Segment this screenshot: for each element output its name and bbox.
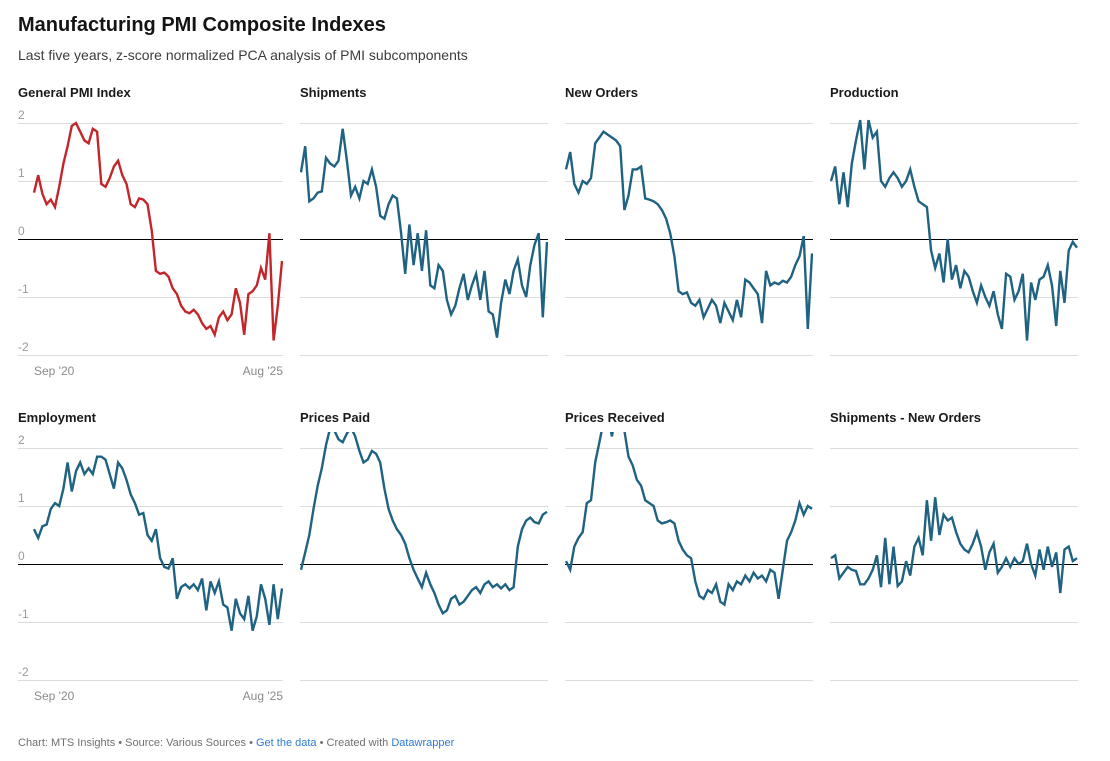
panel-chart bbox=[565, 123, 813, 356]
panel-chart bbox=[300, 432, 548, 681]
panel-title: Shipments - New Orders bbox=[830, 410, 981, 425]
y-tick-label: 0 bbox=[18, 224, 25, 238]
x-axis-row bbox=[300, 359, 548, 386]
panel-chart: 2 1 0 -1 -2 bbox=[18, 108, 283, 356]
x-axis-row bbox=[565, 359, 813, 386]
y-tick-label: 2 bbox=[18, 433, 25, 447]
line-series bbox=[300, 432, 548, 616]
page-title: Manufacturing PMI Composite Indexes bbox=[18, 14, 386, 36]
line-series bbox=[32, 121, 283, 341]
panel-chart bbox=[300, 123, 548, 356]
x-axis-row: Sep '20 Aug '25 bbox=[18, 684, 283, 711]
y-tick-label: 0 bbox=[18, 549, 25, 563]
y-tick-label: 1 bbox=[18, 491, 25, 505]
panel-prices-received: Prices Received bbox=[565, 410, 813, 711]
panel-prices-paid: Prices Paid bbox=[300, 410, 548, 711]
footer-byline: Chart: MTS Insights • Source: Various So… bbox=[18, 737, 256, 749]
y-tick-label: 1 bbox=[18, 166, 25, 180]
x-axis-label-start: Sep '20 bbox=[34, 689, 75, 703]
line-series bbox=[32, 455, 283, 632]
footer: Chart: MTS Insights • Source: Various So… bbox=[18, 737, 1094, 749]
get-the-data-link[interactable]: Get the data bbox=[255, 737, 317, 749]
panel-chart bbox=[830, 119, 1078, 356]
panel-chart bbox=[830, 448, 1078, 681]
panel-production: Production bbox=[830, 85, 1078, 386]
line-series bbox=[830, 119, 1078, 341]
x-axis-row bbox=[300, 684, 548, 711]
y-tick-label: -1 bbox=[18, 282, 29, 296]
x-axis-label-start: Sep '20 bbox=[34, 364, 75, 378]
panel-title: General PMI Index bbox=[18, 85, 131, 100]
y-tick-label: -2 bbox=[18, 340, 29, 354]
panel-shipments: Shipments bbox=[300, 85, 548, 386]
x-axis-label-end: Aug '25 bbox=[242, 364, 283, 378]
page-subtitle: Last five years, z-score normalized PCA … bbox=[18, 47, 468, 63]
line-series bbox=[300, 128, 548, 338]
line-series bbox=[565, 130, 813, 329]
panel-title: Employment bbox=[18, 410, 97, 425]
x-axis-row bbox=[830, 359, 1078, 386]
x-axis-row bbox=[565, 684, 813, 711]
x-axis-row bbox=[830, 684, 1078, 711]
panel-title: New Orders bbox=[565, 85, 638, 100]
panel-chart: 2 1 0 -1 -2 bbox=[18, 433, 283, 681]
y-tick-label: 2 bbox=[18, 108, 25, 122]
panel-title: Prices Received bbox=[565, 410, 665, 425]
line-series bbox=[830, 497, 1078, 594]
panel-title: Production bbox=[830, 85, 899, 100]
panel-chart bbox=[565, 432, 813, 681]
datawrapper-link[interactable]: Datawrapper bbox=[391, 737, 455, 749]
panel-title: Shipments bbox=[300, 85, 367, 100]
footer-created-with: • Created with bbox=[316, 737, 392, 749]
x-axis-label-end: Aug '25 bbox=[242, 689, 283, 703]
panel-title: Prices Paid bbox=[300, 410, 371, 425]
y-tick-label: -2 bbox=[18, 665, 29, 679]
panels-grid: General PMI Index 2 1 0 -1 -2 Sep '20 Aug '25 Sh… bbox=[18, 85, 1094, 711]
x-axis-row: Sep '20 Aug '25 bbox=[18, 359, 283, 386]
panel-shipments-new-orders: Shipments - New Orders bbox=[830, 410, 1078, 711]
y-tick-label: -1 bbox=[18, 607, 29, 621]
panel-general-pmi-index: General PMI Index 2 1 0 -1 -2 Sep '20 Aug '25 bbox=[18, 85, 283, 386]
line-series bbox=[565, 432, 813, 607]
panel-employment: Employment 2 1 0 -1 -2 Sep '20 Aug '25 bbox=[18, 410, 283, 711]
panel-new-orders: New Orders bbox=[565, 85, 813, 386]
